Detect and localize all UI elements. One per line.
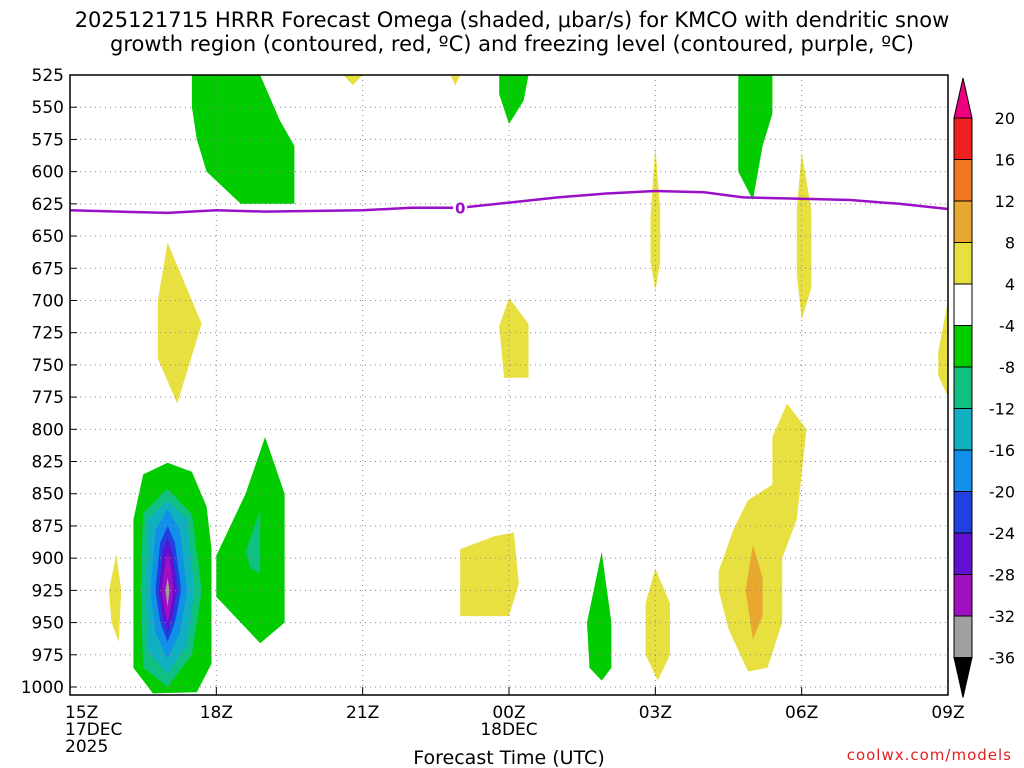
omega-region-teal-mid-left — [245, 510, 261, 574]
omega-region-yellow-03z — [650, 145, 661, 292]
x-tick-label-1-0: 18Z — [200, 703, 233, 723]
omega-region-yellow-06z — [796, 152, 812, 320]
y-tick-label-800: 800 — [32, 420, 64, 440]
y-tick-label-750: 750 — [32, 356, 64, 376]
colorbar-label-3: 8 — [1005, 234, 1015, 253]
colorbar-box-9 — [953, 449, 973, 492]
y-tick-label-925: 925 — [32, 581, 64, 601]
omega-region-green-top-mid — [499, 75, 529, 124]
colorbar-box-12 — [953, 574, 973, 617]
colorbar-label-2: 12 — [995, 192, 1015, 211]
x-tick-label-3-1: 18DEC — [480, 720, 537, 740]
x-tick-label-3-0: 00Z — [492, 703, 525, 723]
colorbar-label-1: 16 — [995, 151, 1015, 170]
colorbar-bottom-arrow — [953, 657, 973, 698]
x-tick-label-2-0: 21Z — [346, 703, 379, 723]
chart-title-line-2: growth region (contoured, red, ºC) and f… — [110, 32, 914, 56]
x-tick-label-0-1: 17DEC — [65, 720, 122, 740]
y-tick-label-825: 825 — [32, 453, 64, 473]
colorbar-box-3 — [953, 200, 973, 243]
omega-region-yellow-left-mid — [157, 242, 202, 404]
freezing-level-label: 0 — [455, 200, 465, 218]
colorbar-label-0: 20 — [995, 109, 1015, 128]
y-tick-label-575: 575 — [32, 130, 64, 150]
omega-shading — [109, 75, 948, 694]
colorbar-label-8: -16 — [989, 441, 1015, 460]
y-tick-label-650: 650 — [32, 227, 64, 247]
omega-region-green-upper-right — [738, 75, 773, 200]
colorbar-label-4: 4 — [1005, 275, 1015, 294]
x-tick-label-6-0: 09Z — [931, 703, 964, 723]
omega-region-yellow-far-left — [109, 554, 122, 642]
freezing-level-line — [69, 189, 949, 215]
omega-region-orange-04z-low — [745, 545, 763, 640]
omega-region-yellow-00z-mid — [499, 297, 529, 378]
x-tick-label-0-2: 2025 — [65, 737, 108, 757]
colorbar-box-13 — [953, 615, 973, 658]
colorbar-label-5: -4 — [999, 317, 1015, 336]
plot-frame — [69, 74, 949, 696]
y-tick-label-725: 725 — [32, 324, 64, 344]
colorbar-box-11 — [953, 532, 973, 575]
omega-region-yellow-right-edge — [938, 300, 948, 398]
y-tick-label-525: 525 — [32, 66, 64, 86]
site-watermark: coolwx.com/models — [846, 746, 1012, 764]
y-tick-label-775: 775 — [32, 388, 64, 408]
y-tick-label-875: 875 — [32, 517, 64, 537]
colorbar-box-4 — [953, 242, 973, 285]
y-tick-label-625: 625 — [32, 195, 64, 215]
omega-region-yellow-04z-low — [718, 403, 807, 672]
y-tick-label-850: 850 — [32, 485, 64, 505]
y-tick-label-950: 950 — [32, 614, 64, 634]
y-tick-label-900: 900 — [32, 549, 64, 569]
colorbar-label-11: -28 — [989, 566, 1015, 585]
colorbar-label-13: -36 — [989, 649, 1015, 668]
colorbar-top-arrow — [953, 77, 973, 119]
colorbar-box-1 — [953, 117, 973, 160]
y-tick-label-975: 975 — [32, 646, 64, 666]
colorbar-label-10: -24 — [989, 524, 1015, 543]
colorbar-box-10 — [953, 491, 973, 534]
y-tick-label-1000: 1000 — [21, 678, 64, 698]
colorbar-box-2 — [953, 159, 973, 202]
y-tick-label-600: 600 — [32, 163, 64, 183]
colorbar-label-12: -32 — [989, 607, 1015, 626]
colorbar-box-5 — [953, 283, 973, 326]
colorbar-box-7 — [953, 366, 973, 409]
y-tick-label-700: 700 — [32, 291, 64, 311]
y-tick-label-550: 550 — [32, 98, 64, 118]
x-axis-title: Forecast Time (UTC) — [413, 747, 604, 768]
omega-region-yellow-top-a — [343, 75, 363, 86]
omega-region-green-01z-low — [587, 551, 612, 681]
chart-title: 2025121715 HRRR Forecast Omega (shaded, … — [0, 8, 1024, 56]
x-tick-label-4-0: 03Z — [639, 703, 672, 723]
chart-title-line-1: 2025121715 HRRR Forecast Omega (shaded, … — [74, 8, 950, 32]
omega-region-green-upper-left — [191, 75, 295, 204]
omega-region-yellow-00z-low — [460, 532, 519, 617]
colorbar-label-7: -12 — [989, 400, 1015, 419]
colorbar-box-6 — [953, 325, 973, 368]
colorbar-label-6: -8 — [999, 358, 1015, 377]
omega-region-yellow-02z-low — [645, 568, 670, 681]
colorbar-label-9: -20 — [989, 483, 1015, 502]
y-tick-label-675: 675 — [32, 259, 64, 279]
colorbar-box-8 — [953, 408, 973, 451]
freezing-level-label-bg — [453, 198, 468, 217]
omega-region-gray-lower-core — [165, 577, 170, 608]
omega-region-yellow-top-b — [450, 75, 461, 86]
x-tick-label-5-0: 06Z — [785, 703, 818, 723]
x-tick-label-0-0: 15Z — [65, 703, 98, 723]
